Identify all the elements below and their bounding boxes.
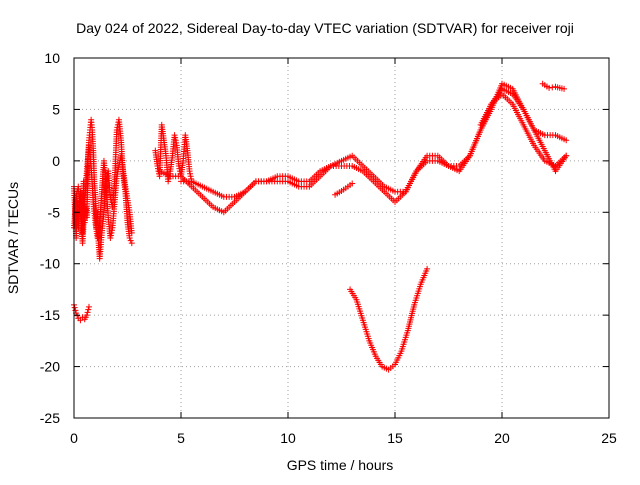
data-point (72, 307, 79, 314)
data-point (83, 312, 90, 319)
x-tick-label: 15 (387, 430, 403, 446)
data-point (563, 152, 570, 159)
y-tick-label: 10 (44, 50, 60, 66)
data-point (107, 232, 114, 239)
data-point (546, 84, 553, 91)
y-tick-label: 0 (52, 153, 60, 169)
data-point (107, 235, 114, 241)
data-point (173, 139, 180, 146)
series-scatter-early-b (71, 142, 135, 247)
grid-layer (74, 58, 609, 418)
data-point (563, 137, 570, 144)
y-tick-label: -15 (40, 307, 60, 323)
points-layer (71, 80, 570, 373)
data-point (561, 85, 568, 92)
x-tick-label: 5 (177, 430, 185, 446)
y-tick-label: -10 (40, 256, 60, 272)
data-point (108, 227, 115, 234)
x-tick-label: 25 (601, 430, 617, 446)
data-point (85, 303, 92, 310)
data-point (113, 127, 120, 133)
series-main-track-2 (178, 80, 570, 205)
y-tick-label: -5 (48, 204, 61, 220)
data-point (74, 312, 81, 319)
data-point (187, 170, 194, 177)
x-tick-label: 10 (280, 430, 296, 446)
data-point (172, 134, 179, 141)
data-point (172, 137, 179, 144)
data-point (549, 84, 556, 91)
y-tick-label: -20 (40, 359, 60, 375)
x-tick-label: 20 (494, 430, 510, 446)
y-axis-label: SDTVAR / TECUs (5, 182, 21, 294)
data-point (84, 309, 91, 316)
data-point (85, 306, 92, 313)
data-point (108, 229, 115, 236)
plot-frame (73, 57, 610, 419)
data-point (128, 229, 135, 236)
data-point (154, 163, 161, 169)
series-late-segment-22 (539, 80, 568, 92)
data-point (165, 178, 172, 185)
data-point (424, 265, 431, 272)
data-point (126, 235, 133, 241)
chart-title: Day 024 of 2022, Sidereal Day-to-day VTE… (76, 20, 574, 36)
y-tick-label: -25 (40, 410, 60, 426)
series-deep-dip (347, 265, 431, 373)
series-short-segment-13 (332, 180, 356, 198)
data-point (187, 173, 194, 180)
data-point (77, 317, 84, 324)
data-point (128, 240, 135, 247)
data-point (186, 168, 193, 175)
series-main-track-1 (156, 85, 570, 216)
series-scatter-mid (152, 121, 195, 185)
data-point (175, 163, 182, 169)
data-point (127, 237, 134, 244)
data-point (171, 132, 178, 139)
series-main-track-3 (477, 91, 570, 169)
x-axis-label: GPS time / hours (287, 457, 394, 473)
data-point (71, 304, 78, 311)
x-tick-label: 0 (70, 430, 78, 446)
data-point (349, 180, 356, 187)
data-point (176, 165, 183, 172)
y-tick-label: 5 (52, 101, 60, 117)
ticks-layer: 0 5 10 15 20 25 -25 -20 -15 -10 -5 0 5 10 (40, 50, 617, 446)
